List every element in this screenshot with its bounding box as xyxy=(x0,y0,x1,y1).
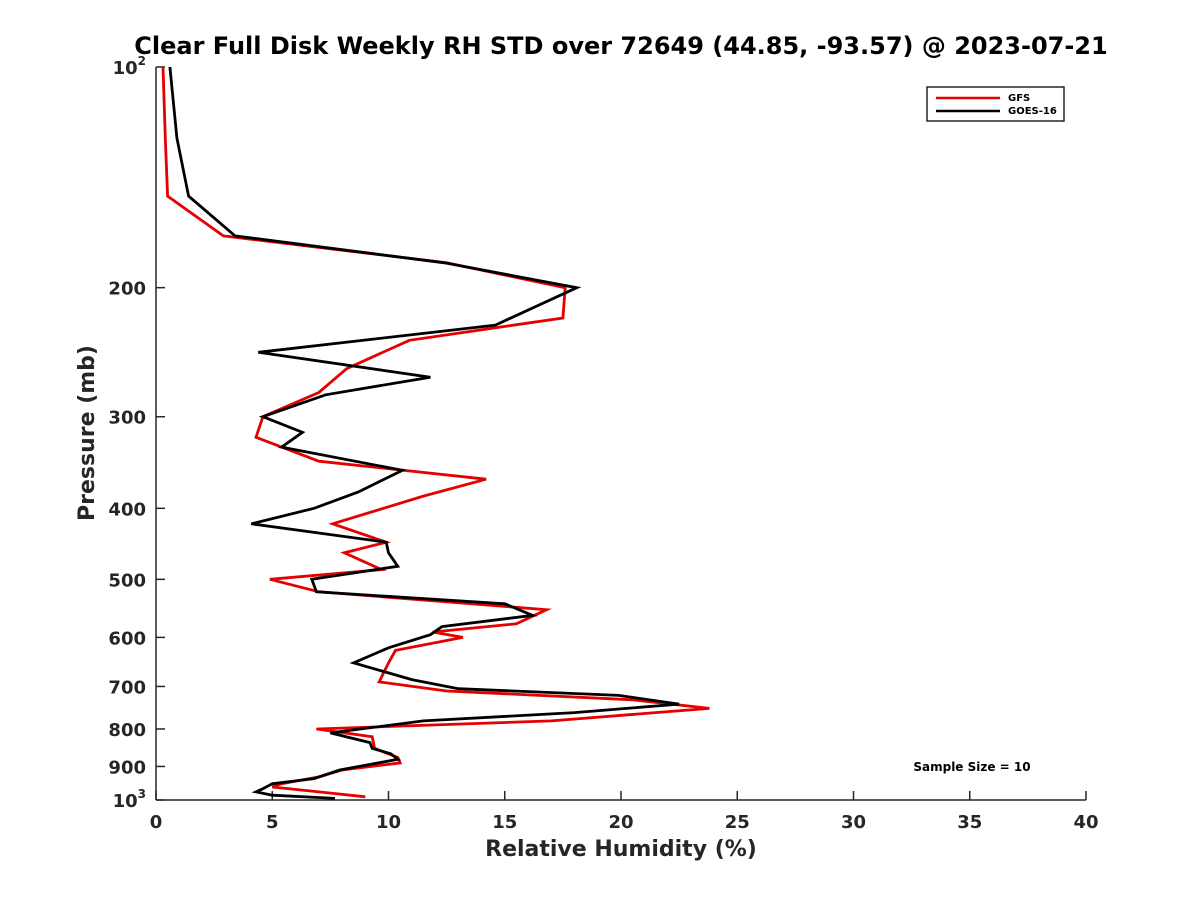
x-ticks: 0 5 10 15 20 25 30 35 40 xyxy=(150,791,1099,833)
series-line-goes-16 xyxy=(168,66,680,800)
x-axis-label: Relative Humidity (%) xyxy=(485,837,757,862)
chart-title: Clear Full Disk Weekly RH STD over 72649… xyxy=(134,32,1107,60)
y-tick-label: 500 xyxy=(108,570,146,591)
sample-size-annotation: Sample Size = 10 xyxy=(913,760,1030,774)
y-tick-label: 700 xyxy=(108,677,146,698)
y-tick-label: 400 xyxy=(108,499,146,520)
legend-box xyxy=(926,86,1065,122)
y-tick-label: 800 xyxy=(108,720,146,741)
x-tick-label: 20 xyxy=(608,812,633,833)
y-tick-label: 600 xyxy=(108,628,146,649)
x-tick-label: 15 xyxy=(492,812,517,833)
axes xyxy=(155,67,1086,801)
y-tick-label: 300 xyxy=(108,408,146,429)
legend-label-gfs: GFS xyxy=(1008,93,1030,104)
y-tick-label: 900 xyxy=(108,757,146,778)
x-tick-label: 0 xyxy=(150,812,163,833)
x-tick-label: 10 xyxy=(376,812,401,833)
y-tick-label: 200 xyxy=(108,279,146,300)
y-tick-label: 102 xyxy=(113,54,146,79)
x-tick-label: 5 xyxy=(266,812,279,833)
series-lines xyxy=(161,66,710,800)
x-tick-label: 35 xyxy=(957,812,982,833)
legend: GFS GOES-16 xyxy=(926,86,1065,122)
legend-label-goes16: GOES-16 xyxy=(1008,106,1057,117)
x-tick-label: 30 xyxy=(841,812,866,833)
y-tick-label: 103 xyxy=(113,787,146,812)
x-tick-label: 40 xyxy=(1073,812,1098,833)
x-tick-label: 25 xyxy=(725,812,750,833)
series-line-gfs xyxy=(161,66,710,799)
y-ticks: 102 200 300 400 500 600 700 800 900 103 xyxy=(108,54,165,812)
y-axis-label: Pressure (mb) xyxy=(75,345,100,521)
